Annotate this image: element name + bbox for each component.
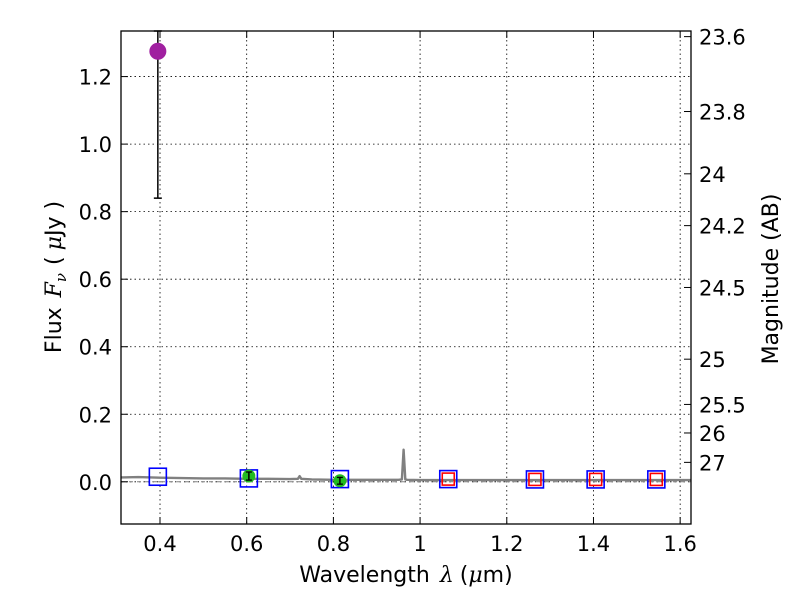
upper-limit-marker xyxy=(441,472,456,486)
y-tick-label: 1.2 xyxy=(79,66,112,90)
magnitude-tick-label: 25.5 xyxy=(699,393,746,417)
y-tick-label: 1.0 xyxy=(79,133,112,157)
model-photometry-marker xyxy=(586,470,605,489)
x-tick-label: 0.6 xyxy=(230,532,263,556)
y-tick-label: 0.6 xyxy=(79,268,112,292)
x-axis-label-unit-open: ( xyxy=(460,563,469,588)
grid xyxy=(121,31,691,524)
magnitude-tick-label: 25 xyxy=(699,348,726,372)
magnitude-tick-label: 24.5 xyxy=(699,276,746,300)
y-axis-label-unit-mu: μ xyxy=(42,236,67,250)
upper-limit-marker xyxy=(649,472,664,487)
x-axis-label-symbol: λ xyxy=(439,563,454,588)
upper-limit-marker xyxy=(528,472,542,487)
plot-frame xyxy=(120,30,692,525)
y-axis-label-text: Flux xyxy=(42,307,67,353)
x-tick-label: 1.2 xyxy=(490,532,523,556)
magnitude-tick-label: 26 xyxy=(699,422,726,446)
upper-limit-marker xyxy=(588,472,603,487)
y-axis-label: Flux Fν ( μJy ) xyxy=(42,201,70,353)
magnitude-tick-label: 27 xyxy=(699,451,726,475)
y-axis-label-subscript: ν xyxy=(52,273,70,282)
x-tick-label: 0.4 xyxy=(143,532,176,556)
y-tick-label: 0.0 xyxy=(79,471,112,495)
axis-ticks: 0.4 0.6 0.8 1 1.2 1.4 1.6 0.0 0.2 0.4 0.6 0.8 1.0 1.2… xyxy=(79,26,746,556)
spectrum-line xyxy=(120,448,691,482)
detection-point xyxy=(149,42,167,60)
y-tick-label: 0.4 xyxy=(79,336,112,360)
y-tick-label: 0.2 xyxy=(79,403,112,427)
model-photometry-marker xyxy=(330,469,350,489)
magnitude-tick-label: 24.2 xyxy=(699,215,746,239)
y-axis-label-symbol: F xyxy=(42,281,67,298)
magnitude-tick-label: 23.8 xyxy=(699,101,746,125)
x-axis-label-text: Wavelength xyxy=(299,563,430,588)
y2-axis-label: Magnitude (AB) xyxy=(759,194,784,365)
y-axis-label-unit-open: ( xyxy=(42,256,67,265)
x-axis-label-unit-rest: m) xyxy=(483,563,513,588)
model-photometry-marker xyxy=(438,469,458,489)
x-axis-label: Wavelength λ (μm) xyxy=(299,563,512,588)
y-axis-label-unit-rest: Jy ) xyxy=(42,201,67,238)
magnitude-tick-label: 23.6 xyxy=(699,26,746,50)
model-photometry-marker xyxy=(525,470,545,489)
x-tick-label: 1.4 xyxy=(577,532,610,556)
x-tick-label: 1.6 xyxy=(663,532,696,556)
x-tick-label: 0.8 xyxy=(317,532,350,556)
magnitude-tick-label: 24 xyxy=(699,163,726,187)
plot-series xyxy=(120,30,691,489)
model-photometry-marker xyxy=(148,467,168,487)
model-photometry-marker xyxy=(647,470,666,489)
x-tick-label: 1 xyxy=(413,532,426,556)
x-axis-label-unit-mu: μ xyxy=(468,563,482,588)
y-tick-label: 0.8 xyxy=(79,201,112,225)
